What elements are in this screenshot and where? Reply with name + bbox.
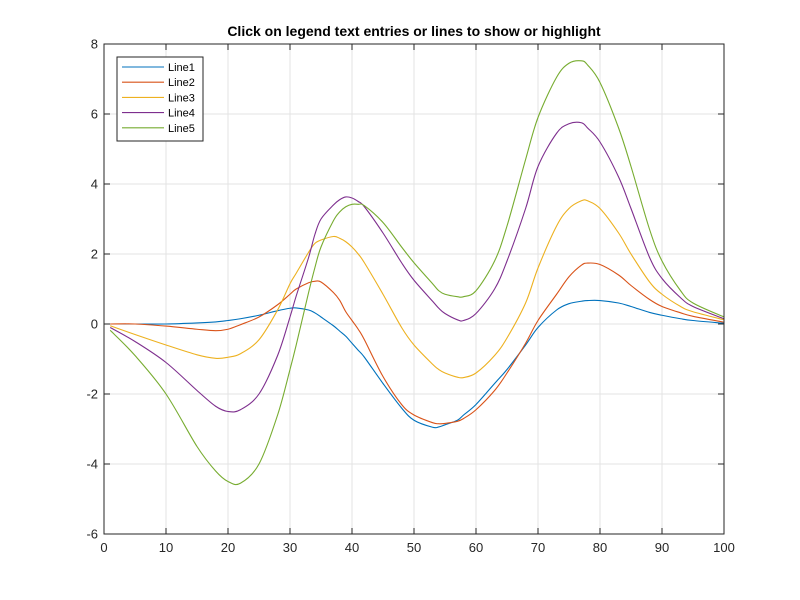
y-tick-label: 0 [91, 317, 98, 332]
x-tick-label: 100 [713, 540, 735, 555]
series-line-line2[interactable] [110, 262, 725, 425]
series-line-line5[interactable] [109, 60, 725, 486]
legend-label[interactable]: Line4 [168, 108, 195, 120]
legend-label[interactable]: Line2 [168, 77, 195, 89]
x-tick-label: 60 [469, 540, 483, 555]
x-tick-label: 50 [407, 540, 421, 555]
legend-item-line2[interactable]: Line2 [122, 77, 195, 89]
y-tick-label: -4 [86, 457, 98, 472]
series-line-line4[interactable] [109, 121, 725, 413]
x-tick-label: 20 [221, 540, 235, 555]
series-group [109, 60, 725, 486]
legend-item-line4[interactable]: Line4 [122, 108, 195, 120]
y-tick-label: 2 [91, 247, 98, 262]
chart-title: Click on legend text entries or lines to… [227, 23, 601, 39]
y-tick-label: 4 [91, 177, 98, 192]
legend: Line1 Line2 Line3 Line4 Line5 [116, 56, 204, 142]
tick-labels: 0 10 20 30 40 50 60 70 80 90 100 -6 -4 -2 0 2 4 6 8 [86, 37, 734, 556]
x-tick-label: 30 [283, 540, 297, 555]
y-tick-label: -2 [86, 387, 98, 402]
axis-ticks [103, 43, 725, 535]
legend-item-line5[interactable]: Line5 [122, 123, 195, 135]
y-tick-label: -6 [86, 527, 98, 542]
x-tick-label: 80 [593, 540, 607, 555]
x-tick-label: 70 [531, 540, 545, 555]
x-tick-label: 40 [345, 540, 359, 555]
legend-label[interactable]: Line5 [168, 123, 195, 135]
grid-lines [104, 44, 724, 534]
legend-box [116, 56, 204, 142]
x-tick-label: 90 [655, 540, 669, 555]
series-line-line3[interactable] [110, 199, 725, 379]
x-tick-label: 10 [159, 540, 173, 555]
legend-label[interactable]: Line1 [168, 62, 195, 74]
x-tick-label: 0 [100, 540, 107, 555]
y-tick-label: 8 [91, 37, 98, 52]
y-tick-label: 6 [91, 107, 98, 122]
legend-item-line3[interactable]: Line3 [122, 92, 195, 104]
legend-item-line1[interactable]: Line1 [122, 62, 195, 74]
legend-label[interactable]: Line3 [168, 92, 195, 104]
